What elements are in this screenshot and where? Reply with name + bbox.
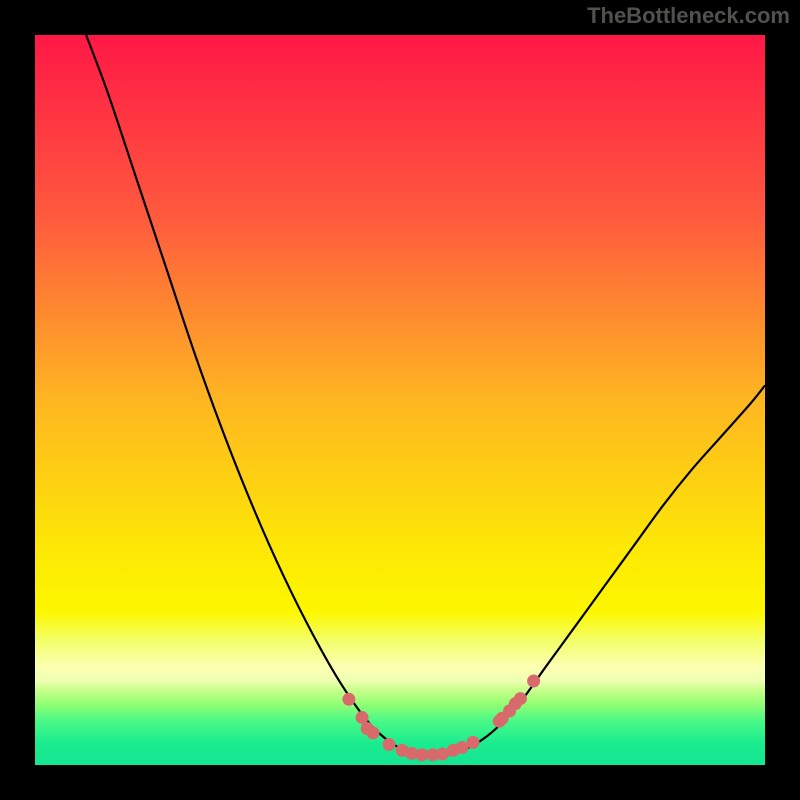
- data-dot: [514, 692, 527, 705]
- data-dot: [342, 693, 355, 706]
- data-dot: [383, 738, 396, 751]
- data-dot: [366, 726, 379, 739]
- plot-svg: [0, 0, 800, 800]
- data-dot: [527, 675, 540, 688]
- data-dot: [467, 736, 480, 749]
- watermark-text: TheBottleneck.com: [587, 3, 790, 29]
- chart-container: TheBottleneck.com: [0, 0, 800, 800]
